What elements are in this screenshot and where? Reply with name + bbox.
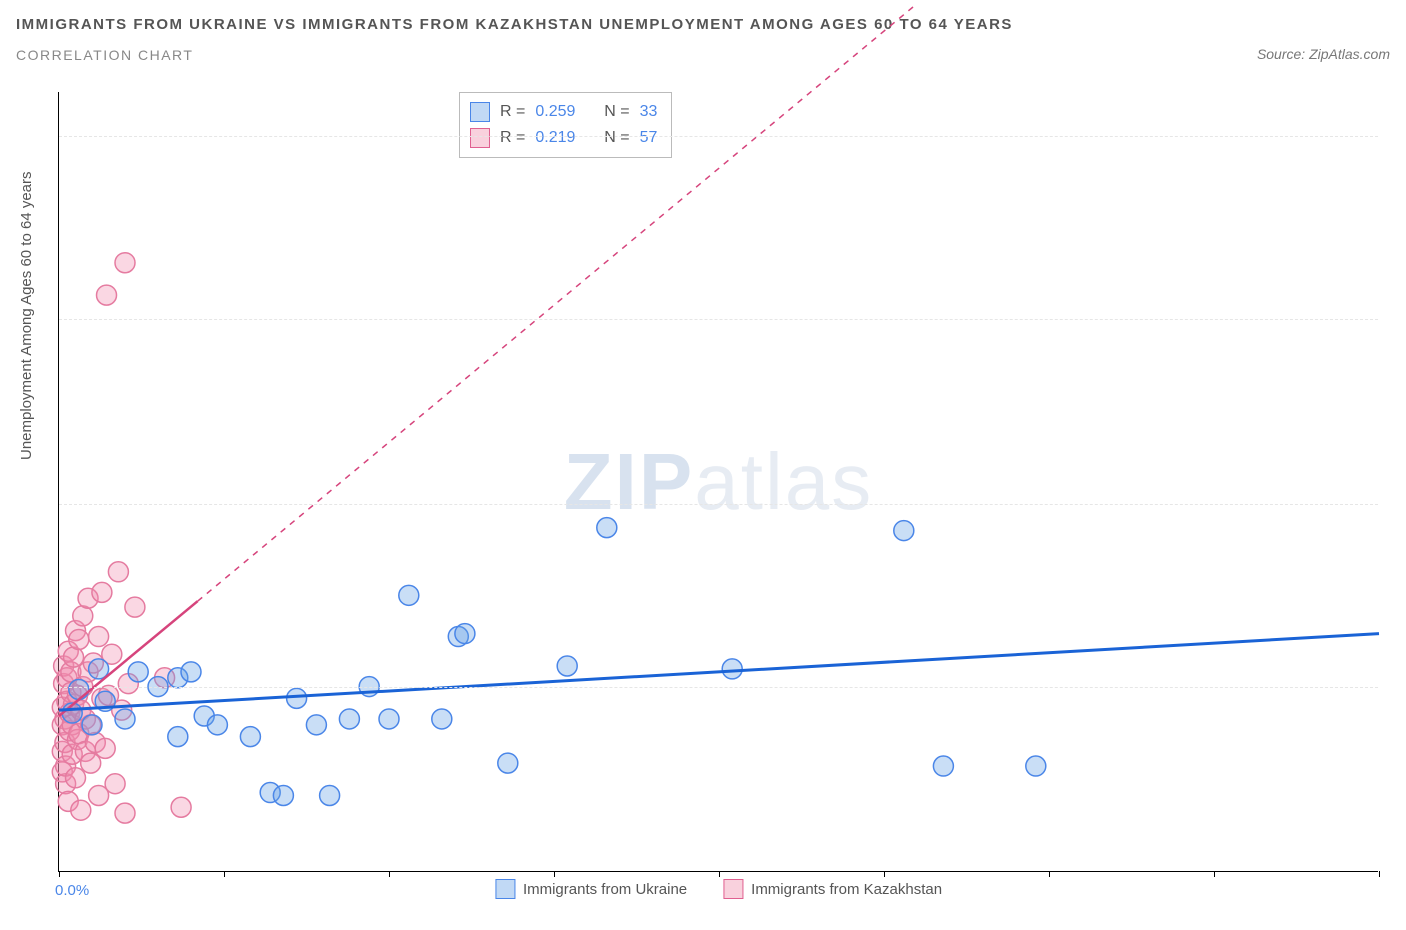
data-point — [597, 518, 617, 538]
stat-row-kazakhstan: R = 0.219 N = 57 — [470, 125, 657, 151]
y-axis-label: Unemployment Among Ages 60 to 64 years — [18, 171, 35, 460]
data-point — [1026, 756, 1046, 776]
gridline — [59, 136, 1378, 137]
legend-label-ukraine: Immigrants from Ukraine — [523, 881, 687, 898]
title-block: IMMIGRANTS FROM UKRAINE VS IMMIGRANTS FR… — [16, 16, 1013, 63]
data-point — [73, 606, 93, 626]
source-label: Source: ZipAtlas.com — [1257, 46, 1390, 62]
x-tick-mark — [1379, 871, 1380, 877]
x-tick-mark — [59, 871, 60, 877]
x-tick-mark — [719, 871, 720, 877]
data-point — [64, 647, 84, 667]
data-point — [115, 803, 135, 823]
data-point — [171, 797, 191, 817]
data-point — [306, 715, 326, 735]
chart-area: ZIPatlas R = 0.259 N = 33 R = 0.219 N = … — [58, 92, 1378, 872]
data-point — [432, 709, 452, 729]
data-point — [240, 727, 260, 747]
gridline — [59, 687, 1378, 688]
header-row: IMMIGRANTS FROM UKRAINE VS IMMIGRANTS FR… — [16, 16, 1390, 63]
x-tick-mark — [554, 871, 555, 877]
swatch-ukraine — [470, 102, 490, 122]
data-point — [894, 521, 914, 541]
x-tick-mark — [1214, 871, 1215, 877]
chart-title: IMMIGRANTS FROM UKRAINE VS IMMIGRANTS FR… — [16, 16, 1013, 33]
bottom-legend: Immigrants from Ukraine Immigrants from … — [495, 879, 942, 899]
trend-line — [59, 634, 1379, 711]
data-point — [181, 662, 201, 682]
legend-item-kazakhstan: Immigrants from Kazakhstan — [723, 879, 942, 899]
data-point — [81, 753, 101, 773]
gridline — [59, 504, 1378, 505]
data-point — [320, 785, 340, 805]
x-tick-mark — [884, 871, 885, 877]
x-tick-mark — [389, 871, 390, 877]
stat-row-ukraine: R = 0.259 N = 33 — [470, 99, 657, 125]
swatch-ukraine — [495, 879, 515, 899]
data-point — [207, 715, 227, 735]
x-tick-mark — [224, 871, 225, 877]
data-point — [71, 800, 91, 820]
statistics-box: R = 0.259 N = 33 R = 0.219 N = 57 — [459, 92, 672, 158]
data-point — [69, 629, 89, 649]
data-point — [125, 597, 145, 617]
data-point — [168, 727, 188, 747]
data-point — [557, 656, 577, 676]
data-point — [105, 774, 125, 794]
x-axis-min-label: 0.0% — [55, 882, 89, 899]
data-point — [933, 756, 953, 776]
swatch-kazakhstan — [723, 879, 743, 899]
data-point — [108, 562, 128, 582]
legend-label-kazakhstan: Immigrants from Kazakhstan — [751, 881, 942, 898]
gridline — [59, 319, 1378, 320]
swatch-kazakhstan — [470, 128, 490, 148]
data-point — [399, 585, 419, 605]
data-point — [115, 709, 135, 729]
data-point — [89, 627, 109, 647]
data-point — [95, 738, 115, 758]
x-tick-mark — [1049, 871, 1050, 877]
legend-item-ukraine: Immigrants from Ukraine — [495, 879, 687, 899]
data-point — [455, 624, 475, 644]
data-point — [69, 680, 89, 700]
data-point — [287, 688, 307, 708]
data-point — [92, 582, 112, 602]
data-point — [722, 659, 742, 679]
data-point — [379, 709, 399, 729]
data-point — [97, 285, 117, 305]
data-point — [128, 662, 148, 682]
data-point — [66, 768, 86, 788]
data-point — [273, 785, 293, 805]
data-point — [339, 709, 359, 729]
plot-svg — [59, 92, 1378, 871]
data-point — [115, 253, 135, 273]
data-point — [498, 753, 518, 773]
chart-subtitle: CORRELATION CHART — [16, 47, 1013, 63]
data-point — [82, 715, 102, 735]
